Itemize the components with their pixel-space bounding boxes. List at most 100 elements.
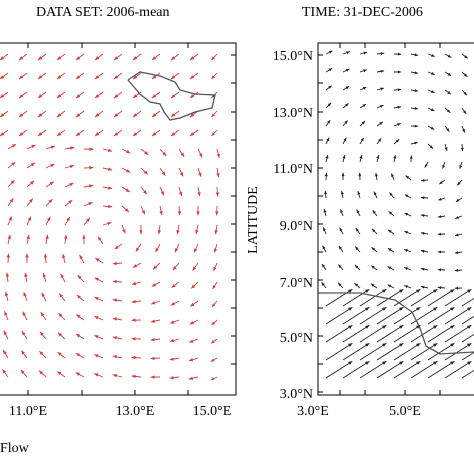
- left-arrow: [112, 298, 123, 302]
- left-arrow: [196, 205, 200, 216]
- right-arrow: [410, 53, 419, 57]
- right-arrow: [339, 227, 344, 235]
- left-arrow: [132, 72, 142, 80]
- left-arrow: [121, 224, 126, 234]
- left-arrow: [94, 91, 104, 99]
- caption: Flow: [0, 441, 30, 456]
- right-arrow: [370, 265, 378, 271]
- left-arrow: [64, 199, 73, 207]
- left-arrow: [7, 197, 14, 207]
- left-arrow: [83, 184, 94, 188]
- right-arrow: [341, 172, 345, 181]
- left-arrow: [94, 354, 104, 359]
- right-arrow: [325, 154, 329, 163]
- left-arrow: [170, 319, 180, 324]
- left-arrow: [150, 319, 161, 323]
- left-arrow: [170, 300, 180, 306]
- right-arrow: [427, 324, 455, 343]
- left-arrow: [7, 161, 16, 169]
- right-arrow: [371, 246, 378, 253]
- right-arrow: [342, 103, 349, 109]
- right-arrow: [393, 288, 421, 307]
- left-arrow: [64, 164, 75, 169]
- right-arrow: [421, 178, 429, 182]
- left-arrow: [131, 337, 142, 341]
- right-arrow: [404, 230, 412, 235]
- right-arrow: [404, 267, 412, 271]
- dataset-label: DATA SET: 2006-mean: [36, 5, 170, 20]
- left-arrow: [189, 319, 199, 325]
- left-arrow: [83, 217, 91, 226]
- left-arrow: [112, 279, 123, 284]
- right-arrow: [427, 53, 435, 57]
- right-panel: LATITUDE 15.0°N 13.0°N 11.0°N 9.0°N 7.0°…: [246, 42, 474, 419]
- left-arrow: [20, 350, 28, 359]
- left-arrow: [4, 311, 9, 321]
- right-ytick-15: 15.0°N: [273, 49, 313, 64]
- left-arrow: [131, 299, 142, 304]
- right-arrow: [444, 107, 451, 114]
- right-arrow: [461, 351, 474, 361]
- left-axis-ticks: [27, 43, 236, 395]
- right-arrow: [376, 288, 404, 307]
- right-arrow: [461, 369, 474, 379]
- right-arrow: [376, 154, 380, 163]
- right-arrow: [376, 104, 384, 109]
- left-arrow: [170, 72, 180, 80]
- left-arrow: [4, 291, 9, 302]
- left-arrow: [26, 198, 34, 207]
- left-arrow: [5, 272, 10, 283]
- left-arrow: [170, 91, 180, 99]
- left-arrow: [0, 91, 9, 99]
- right-arrow: [420, 285, 429, 289]
- left-arrow: [39, 350, 47, 359]
- left-arrow: [102, 148, 113, 152]
- left-arrow: [178, 148, 185, 158]
- left-arrow: [150, 300, 161, 305]
- left-arrow: [39, 331, 47, 340]
- right-arrow: [410, 89, 419, 93]
- right-arrow: [410, 324, 438, 343]
- left-arrow: [132, 53, 142, 61]
- left-arrow: [212, 262, 218, 272]
- right-arrow: [325, 288, 353, 307]
- left-arrow: [188, 357, 199, 362]
- right-arrow: [393, 155, 397, 163]
- left-arrow: [75, 110, 85, 118]
- left-arrow: [58, 312, 66, 321]
- left-arrow: [151, 129, 161, 137]
- right-arrow: [438, 179, 446, 185]
- right-arrow: [410, 306, 438, 325]
- left-arrow: [7, 179, 15, 188]
- left-arrow: [24, 272, 28, 283]
- left-arrow: [211, 319, 218, 326]
- left-arrow: [102, 204, 113, 209]
- left-arrow: [26, 234, 30, 245]
- left-arrow: [151, 110, 161, 118]
- right-arrow: [342, 154, 346, 163]
- right-arrow: [355, 227, 361, 235]
- left-arrow: [211, 300, 218, 308]
- right-ylabel: LATITUDE: [246, 186, 261, 254]
- right-arrow: [325, 67, 333, 73]
- right-arrow: [404, 248, 412, 253]
- right-arrow: [410, 71, 419, 75]
- right-arrow: [342, 324, 370, 343]
- left-arrow: [216, 167, 220, 178]
- right-arrow: [410, 288, 438, 307]
- left-arrow: [26, 180, 35, 188]
- left-arrow: [140, 186, 148, 195]
- right-arrow: [438, 197, 446, 201]
- right-arrow: [420, 196, 429, 200]
- left-arrow: [113, 129, 123, 137]
- left-arrow: [178, 167, 184, 177]
- left-arrow: [45, 198, 53, 207]
- right-arrow: [410, 124, 419, 128]
- left-arrow: [211, 72, 218, 80]
- right-arrow: [338, 264, 344, 271]
- left-arrow: [189, 53, 199, 61]
- left-arrow: [190, 300, 199, 307]
- right-arrow: [376, 121, 384, 127]
- right-arrow: [444, 288, 472, 307]
- right-arrow: [420, 231, 429, 235]
